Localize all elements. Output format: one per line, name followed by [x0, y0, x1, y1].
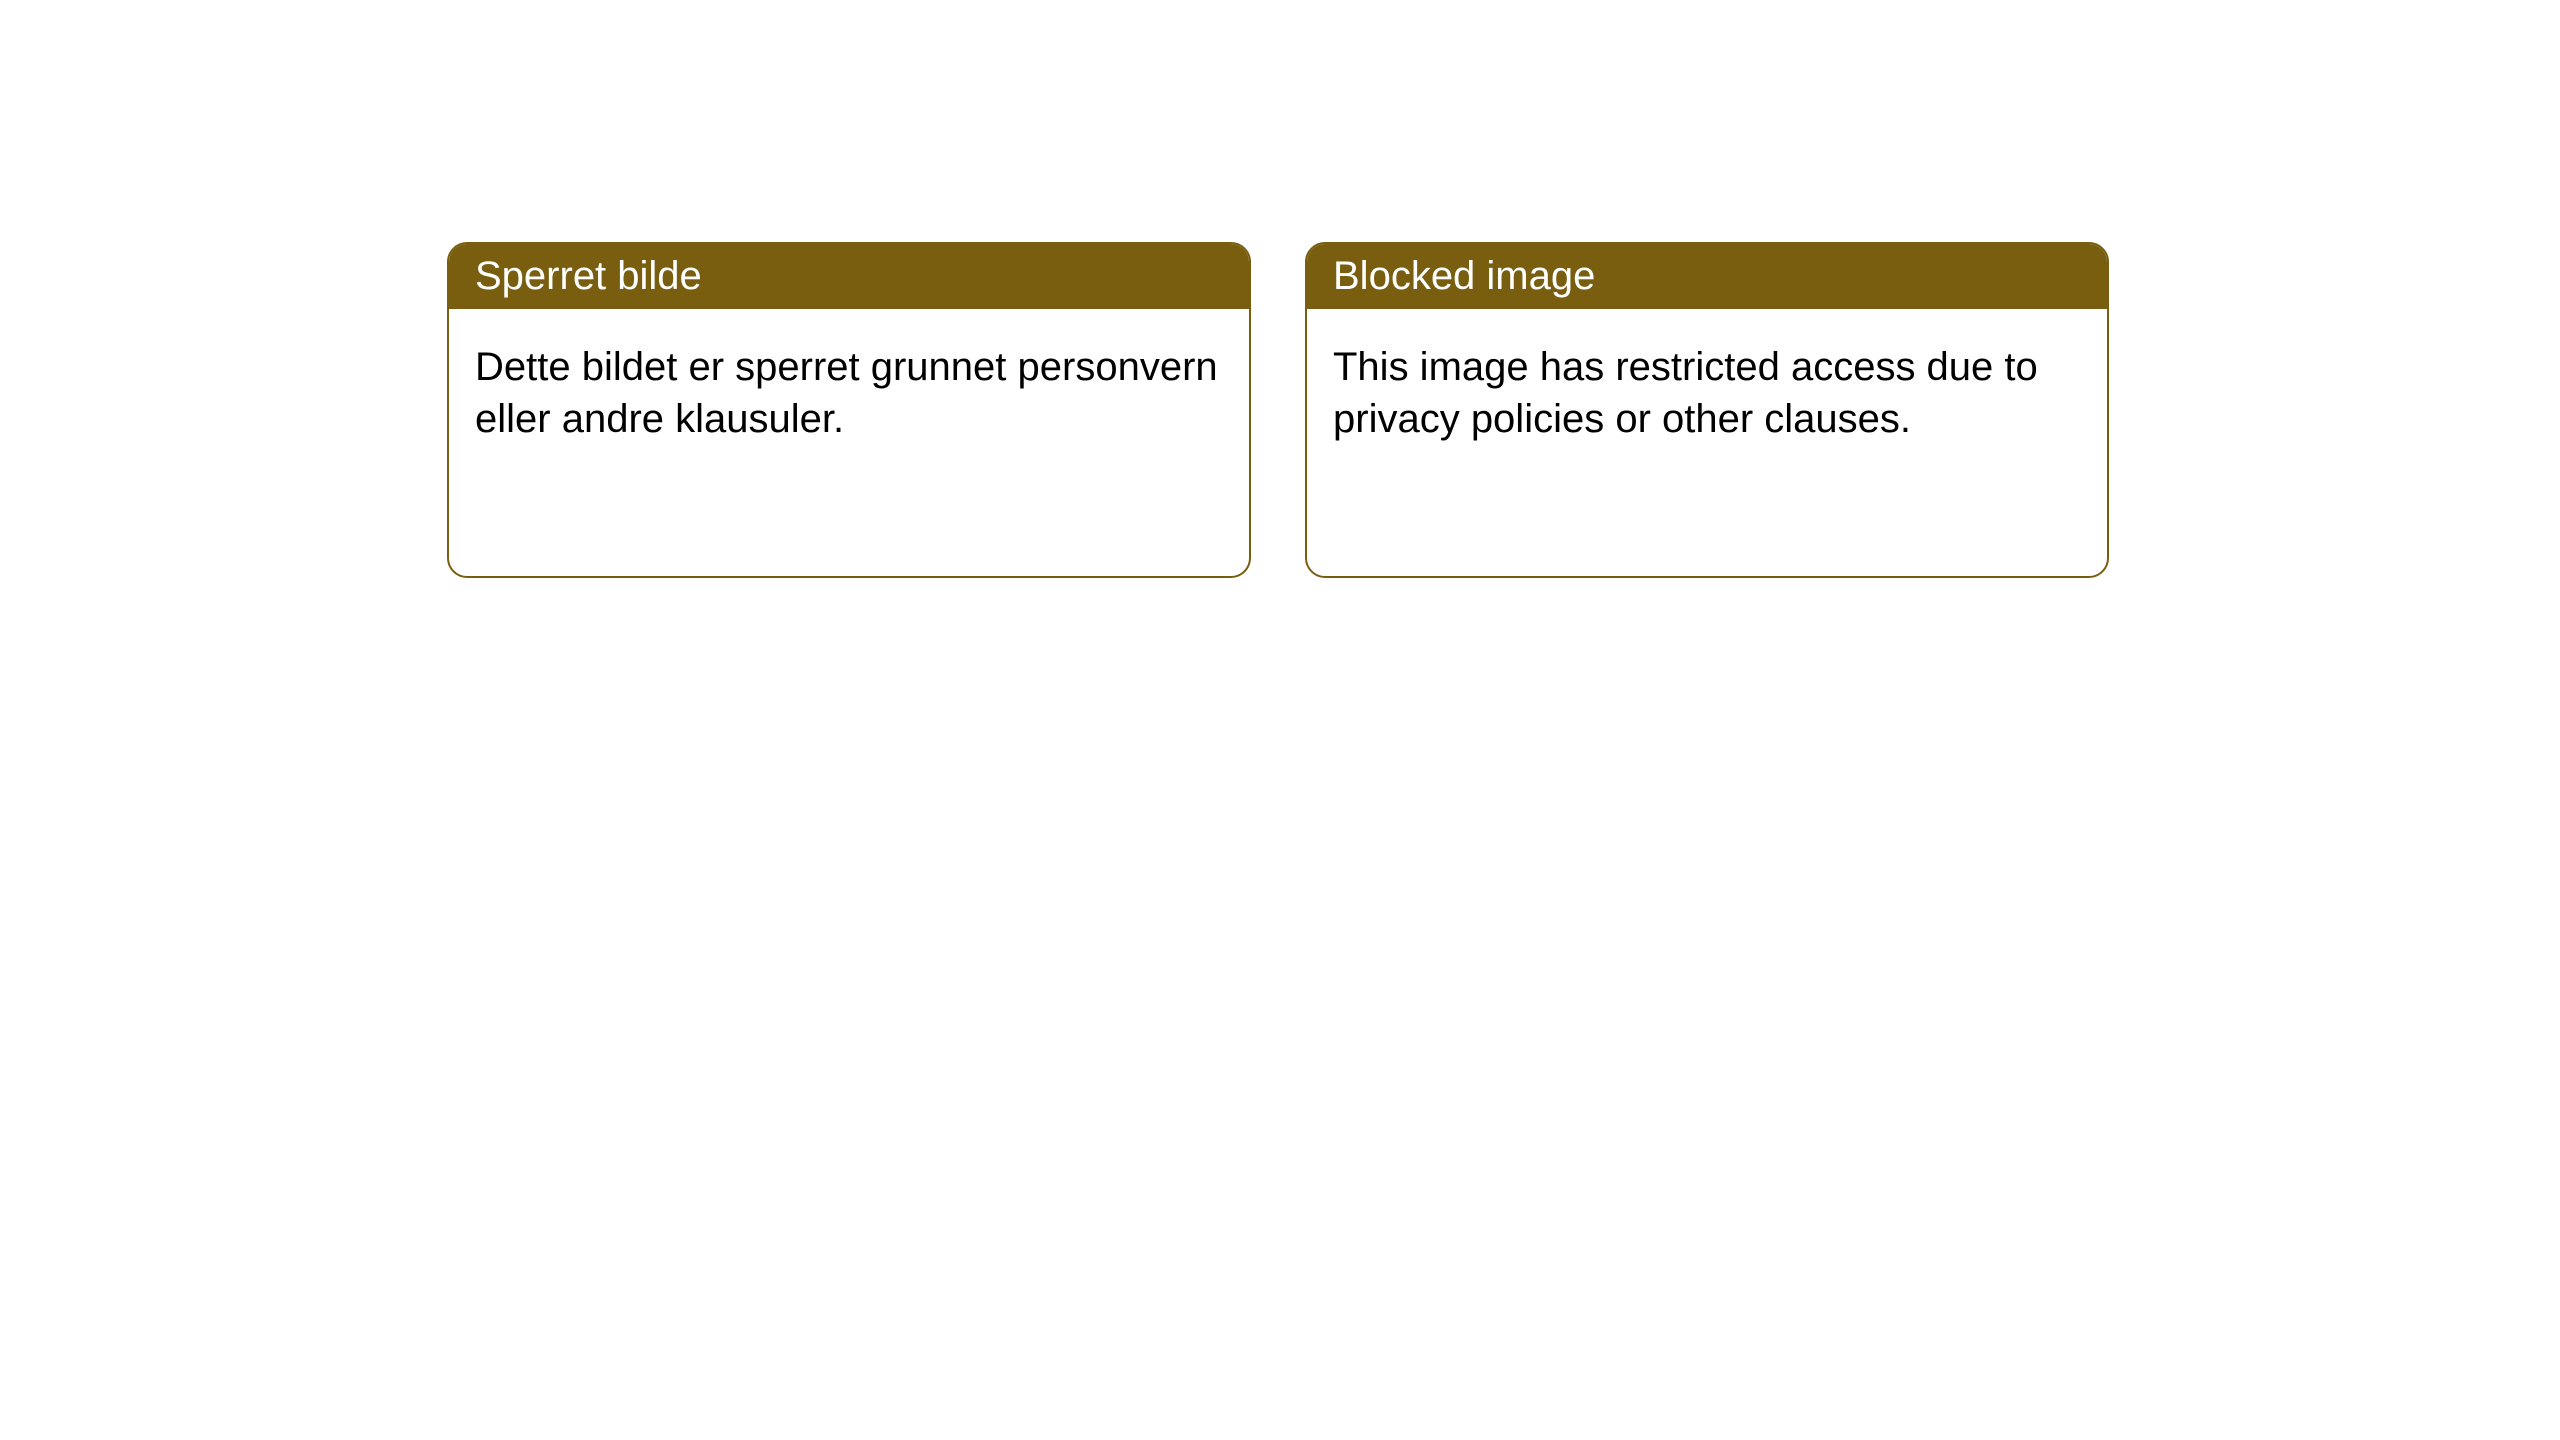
- card-body-en: This image has restricted access due to …: [1307, 309, 2107, 477]
- notice-container: Sperret bilde Dette bildet er sperret gr…: [0, 0, 2560, 578]
- card-header-no: Sperret bilde: [449, 244, 1249, 309]
- card-header-en: Blocked image: [1307, 244, 2107, 309]
- blocked-image-card-no: Sperret bilde Dette bildet er sperret gr…: [447, 242, 1251, 578]
- card-body-no: Dette bildet er sperret grunnet personve…: [449, 309, 1249, 477]
- blocked-image-card-en: Blocked image This image has restricted …: [1305, 242, 2109, 578]
